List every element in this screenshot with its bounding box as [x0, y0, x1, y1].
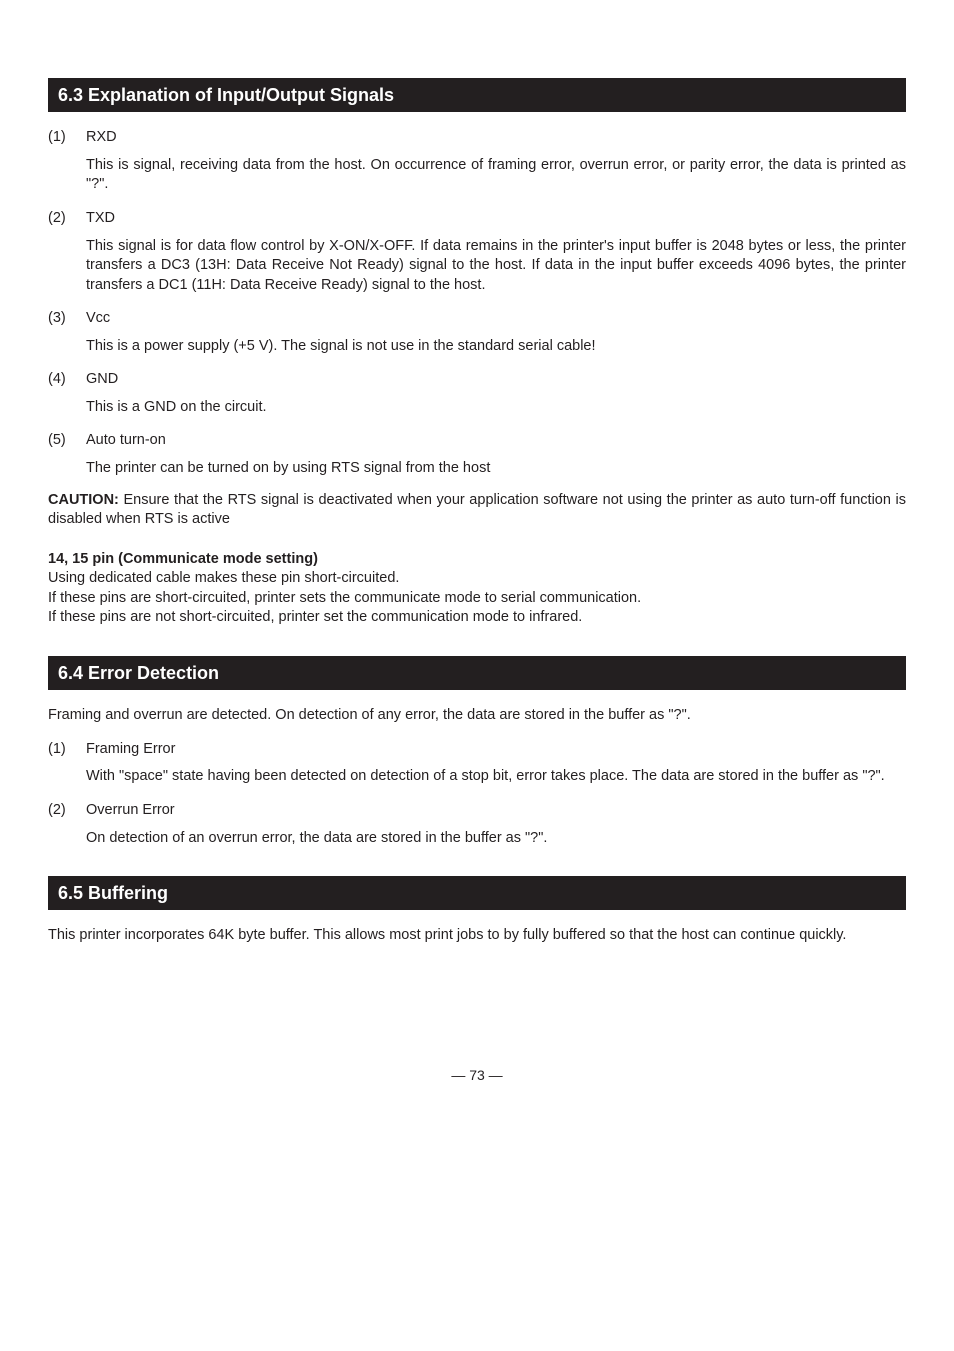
item-num: (3) — [48, 309, 86, 329]
caution-text: Ensure that the RTS signal is deactivate… — [48, 492, 906, 528]
item-num: (2) — [48, 801, 86, 821]
item-vcc: (3) Vcc — [48, 309, 906, 329]
pin-block: 14, 15 pin (Communicate mode setting) Us… — [48, 550, 906, 628]
item-gnd-body: This is a GND on the circuit. — [86, 398, 906, 418]
section-65-header: 6.5 Buffering — [48, 876, 906, 910]
item-label: Framing Error — [86, 740, 175, 760]
item-framing-error: (1) Framing Error — [48, 740, 906, 760]
pin-header: 14, 15 pin (Communicate mode setting) — [48, 550, 906, 570]
item-framing-error-body: With "space" state having been detected … — [86, 767, 906, 787]
section-64-intro: Framing and overrun are detected. On det… — [48, 706, 906, 726]
item-num: (5) — [48, 431, 86, 451]
caution-label: CAUTION: — [48, 492, 119, 508]
section-64-header: 6.4 Error Detection — [48, 656, 906, 690]
item-num: (2) — [48, 209, 86, 229]
item-label: GND — [86, 370, 118, 390]
item-auto-turn-on-body: The printer can be turned on by using RT… — [86, 459, 906, 479]
section-63-header: 6.3 Explanation of Input/Output Signals — [48, 78, 906, 112]
item-label: Overrun Error — [86, 801, 175, 821]
item-label: Auto turn-on — [86, 431, 166, 451]
item-gnd: (4) GND — [48, 370, 906, 390]
item-txd-body: This signal is for data flow control by … — [86, 237, 906, 296]
item-vcc-body: This is a power supply (+5 V). The signa… — [86, 337, 906, 357]
item-rxd-body: This is signal, receiving data from the … — [86, 156, 906, 195]
pin-line-2: If these pins are short-circuited, print… — [48, 589, 906, 609]
item-rxd: (1) RXD — [48, 128, 906, 148]
item-num: (4) — [48, 370, 86, 390]
item-auto-turn-on: (5) Auto turn-on — [48, 431, 906, 451]
item-num: (1) — [48, 740, 86, 760]
item-overrun-error-body: On detection of an overrun error, the da… — [86, 829, 906, 849]
item-label: RXD — [86, 128, 117, 148]
item-txd: (2) TXD — [48, 209, 906, 229]
item-label: TXD — [86, 209, 115, 229]
item-overrun-error: (2) Overrun Error — [48, 801, 906, 821]
page-number: — 73 — — [48, 1066, 906, 1085]
item-label: Vcc — [86, 309, 110, 329]
pin-line-3: If these pins are not short-circuited, p… — [48, 608, 906, 628]
caution-paragraph: CAUTION: Ensure that the RTS signal is d… — [48, 491, 906, 530]
pin-line-1: Using dedicated cable makes these pin sh… — [48, 569, 906, 589]
section-65-body: This printer incorporates 64K byte buffe… — [48, 926, 906, 946]
item-num: (1) — [48, 128, 86, 148]
